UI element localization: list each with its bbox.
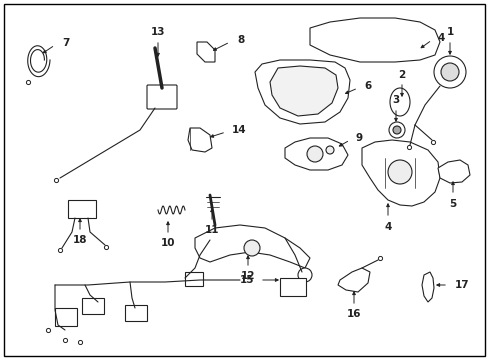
Circle shape [392, 126, 400, 134]
Circle shape [325, 146, 333, 154]
Bar [280, 278, 305, 296]
Bar [82, 298, 104, 314]
Polygon shape [254, 60, 349, 124]
Text: 9: 9 [355, 133, 363, 143]
Polygon shape [421, 272, 433, 302]
Text: 12: 12 [240, 271, 255, 281]
Circle shape [297, 268, 311, 282]
Polygon shape [269, 66, 337, 116]
Text: 1: 1 [446, 27, 453, 37]
Bar [125, 305, 147, 321]
Polygon shape [187, 128, 212, 152]
Text: 4: 4 [384, 222, 391, 232]
Text: 5: 5 [448, 199, 456, 209]
Polygon shape [361, 140, 439, 206]
Polygon shape [337, 268, 369, 292]
Text: 3: 3 [391, 95, 399, 105]
Text: 11: 11 [204, 225, 219, 235]
Text: 8: 8 [237, 35, 244, 45]
Ellipse shape [389, 88, 409, 116]
Circle shape [433, 56, 465, 88]
Bar [184, 272, 203, 286]
Circle shape [388, 122, 404, 138]
Text: 17: 17 [454, 280, 468, 290]
Bar [68, 200, 96, 218]
Polygon shape [285, 138, 347, 170]
Text: 13: 13 [150, 27, 165, 37]
Circle shape [244, 240, 260, 256]
Text: 15: 15 [239, 275, 253, 285]
Text: 4: 4 [437, 33, 445, 43]
Text: 16: 16 [346, 309, 361, 319]
Polygon shape [309, 18, 439, 62]
Circle shape [387, 160, 411, 184]
Text: 2: 2 [398, 70, 405, 80]
Bar [55, 308, 77, 326]
FancyBboxPatch shape [147, 85, 177, 109]
Polygon shape [195, 225, 309, 268]
Polygon shape [197, 42, 215, 62]
Polygon shape [437, 160, 469, 183]
Text: 14: 14 [231, 125, 246, 135]
Circle shape [440, 63, 458, 81]
Text: 7: 7 [62, 38, 69, 48]
Text: 18: 18 [73, 235, 87, 245]
Text: 10: 10 [161, 238, 175, 248]
Text: 6: 6 [363, 81, 370, 91]
Circle shape [306, 146, 323, 162]
